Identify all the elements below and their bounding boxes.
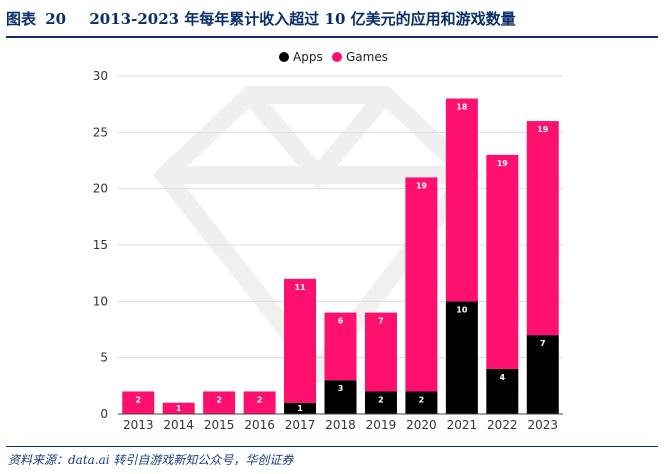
bar-games-2018 (324, 312, 357, 381)
x-tick-label: 2020 (406, 418, 437, 432)
x-tick-label: 2015 (204, 418, 235, 432)
bar-games-2022 (486, 154, 519, 369)
data-label-apps-2021: 10 (456, 305, 468, 314)
y-tick-label: 0 (100, 407, 108, 421)
legend-label-games: Games (346, 50, 388, 64)
bar-apps-2022 (486, 368, 519, 414)
legend-swatch-apps (279, 52, 289, 62)
x-tick-label: 2021 (447, 418, 478, 432)
bar-apps-2019 (364, 391, 397, 414)
bar-apps-2021 (445, 301, 478, 414)
legend-swatch-games (332, 52, 342, 62)
data-label-games-2016: 2 (257, 395, 263, 404)
y-tick-label: 30 (93, 69, 108, 83)
bar-apps-2018 (324, 380, 357, 414)
data-label-games-2022: 19 (497, 159, 509, 168)
x-tick-label: 2019 (366, 418, 397, 432)
bar-games-2023 (526, 121, 559, 336)
figure-number: 20 (45, 10, 67, 28)
x-tick-label: 2023 (527, 418, 558, 432)
figure-title-text: 2013-2023 年每年累计收入超过 10 亿美元的应用和游戏数量 (89, 10, 516, 28)
data-label-apps-2018: 3 (338, 384, 344, 393)
data-label-games-2017: 11 (294, 283, 306, 292)
data-label-apps-2020: 2 (419, 395, 425, 404)
data-label-games-2018: 6 (338, 317, 344, 326)
data-label-apps-2022: 4 (500, 373, 506, 382)
figure-title: 图表 20 2013-2023 年每年累计收入超过 10 亿美元的应用和游戏数量 (6, 8, 656, 29)
figure-label: 图表 (6, 10, 37, 28)
data-label-games-2020: 19 (416, 181, 428, 190)
data-label-apps-2017: 1 (297, 404, 303, 413)
bar-games-2021 (445, 98, 478, 302)
x-tick-label: 2018 (325, 418, 356, 432)
grid (118, 75, 563, 359)
x-tick-label: 2014 (163, 418, 194, 432)
data-label-games-2014: 1 (176, 404, 182, 413)
bar-games-2016 (243, 391, 276, 414)
source-rule (6, 446, 658, 447)
data-label-games-2019: 7 (378, 317, 384, 326)
x-tick-label: 2022 (487, 418, 518, 432)
bar-games-2019 (364, 312, 397, 392)
bar-games-2015 (203, 391, 236, 414)
data-label-apps-2023: 7 (540, 339, 546, 348)
title-rule (6, 36, 658, 38)
data-label-games-2023: 19 (537, 125, 549, 134)
y-tick-label: 5 (100, 351, 108, 365)
data-label-games-2015: 2 (216, 395, 222, 404)
y-tick-label: 10 (93, 294, 108, 308)
data-label-apps-2019: 2 (378, 395, 384, 404)
legend-label-apps: Apps (293, 50, 323, 64)
legend: Apps Games (279, 50, 388, 64)
bar-games-2017 (284, 278, 317, 403)
data-label-games-2013: 2 (135, 395, 141, 404)
y-axis: 0 5 10 15 20 25 30 (93, 69, 108, 421)
x-tick-label: 2016 (244, 418, 275, 432)
x-axis: 2013 2014 2015 2016 2017 2018 2019 2020 2021 2022… (118, 413, 563, 432)
bar-apps-2020 (405, 391, 438, 414)
bar-apps-2023 (526, 335, 559, 414)
source-note: 资料来源：data.ai 转引自游戏新知公众号，华创证券 (8, 453, 294, 467)
y-tick-label: 20 (93, 182, 108, 196)
watermark-logo (152, 86, 483, 385)
data-label-games-2021: 18 (456, 103, 468, 112)
y-tick-label: 15 (93, 238, 108, 252)
y-tick-label: 25 (93, 125, 108, 139)
x-tick-label: 2017 (285, 418, 316, 432)
bar-apps-2017 (284, 402, 317, 414)
bar-games-2020 (405, 177, 438, 392)
bar-games-2013 (122, 391, 155, 414)
x-tick-label: 2013 (123, 418, 154, 432)
bar-games-2014 (162, 402, 195, 414)
